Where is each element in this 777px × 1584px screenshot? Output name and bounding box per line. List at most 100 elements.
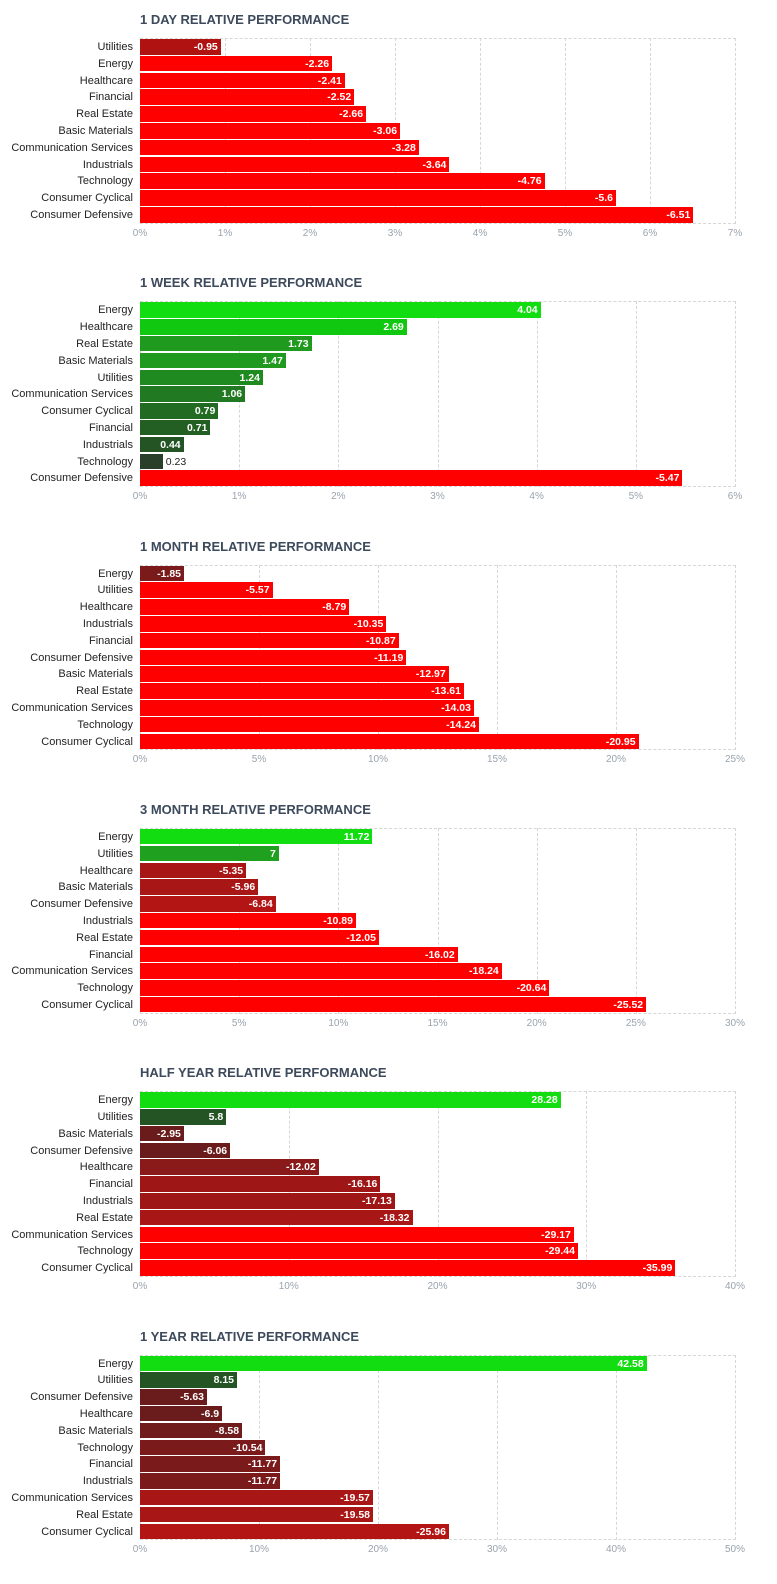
category-label: Healthcare: [79, 1161, 133, 1174]
category-label: Consumer Cyclical: [41, 735, 133, 748]
bar: [140, 190, 616, 206]
category-label: Energy: [98, 1357, 133, 1370]
bar-value-label: 0.23: [165, 455, 187, 468]
bar: [140, 1355, 647, 1371]
x-tick-label: 4%: [472, 227, 488, 239]
bar-value-label: 0.44: [160, 438, 181, 451]
category-label: Consumer Cyclical: [41, 1525, 133, 1538]
bar: [140, 1226, 574, 1243]
bar-value-label: -1.85: [157, 567, 182, 580]
x-tick-label: 20%: [526, 1017, 547, 1029]
bar-value-label: 0.79: [194, 405, 216, 418]
category-label: Utilities: [97, 584, 133, 597]
gridline: [378, 1354, 379, 1541]
category-label: Technology: [77, 1245, 133, 1258]
bar-value-label: -2.95: [156, 1127, 181, 1140]
bar-value-label: -35.99: [642, 1262, 673, 1275]
bar: [140, 319, 407, 335]
x-tick-label: 6%: [642, 227, 658, 239]
category-label: Industrials: [82, 438, 133, 451]
x-tick-label: 40%: [605, 1544, 627, 1556]
gridline: [497, 564, 498, 751]
x-tick-label: 25%: [724, 754, 746, 766]
bar: [140, 335, 312, 352]
bar: [140, 39, 221, 55]
x-tick-label: 20%: [605, 754, 627, 766]
bar: [140, 896, 276, 912]
gridline: [480, 38, 481, 224]
bar: [140, 1142, 231, 1159]
category-label: Real Estate: [76, 337, 133, 350]
x-tick-label: 10%: [328, 1017, 349, 1029]
category-label: Industrials: [82, 1195, 133, 1207]
category-label: Basic Materials: [58, 668, 133, 681]
bar-value-label: 8.15: [213, 1374, 234, 1387]
category-label: Healthcare: [79, 321, 133, 334]
bar-value-label: -25.96: [416, 1525, 446, 1538]
bar-value-label: -6.9: [201, 1407, 220, 1420]
gridline: [536, 827, 538, 1014]
x-tick-label: 3%: [387, 227, 403, 239]
chart-title: 1 YEAR RELATIVE PERFORMANCE: [140, 1328, 360, 1344]
bar: [140, 1372, 237, 1388]
bar: [140, 582, 273, 598]
category-label: Utilities: [97, 1374, 133, 1387]
bar-value-label: 5.8: [208, 1111, 224, 1123]
category-label: Basic Materials: [58, 354, 133, 367]
bar-value-label: -4.76: [517, 175, 542, 188]
gridline: [437, 301, 439, 488]
category-label: Consumer Defensive: [30, 898, 133, 911]
gridline: [650, 38, 651, 224]
bar-value-label: -20.95: [605, 735, 636, 748]
bar-value-label: -17.13: [362, 1195, 392, 1207]
category-label: Financial: [88, 1458, 133, 1471]
bar: [140, 1422, 243, 1439]
bar-value-label: -2.26: [305, 57, 330, 70]
x-tick-label: 0%: [132, 1017, 148, 1029]
bar-value-label: -14.03: [441, 702, 471, 714]
bar: [140, 1405, 223, 1422]
bar-value-label: -29.44: [545, 1245, 575, 1258]
category-label: Industrials: [82, 618, 133, 630]
category-label: Consumer Defensive: [30, 209, 133, 221]
x-tick-label: 0%: [132, 491, 148, 503]
category-label: Basic Materials: [58, 881, 133, 894]
bar: [140, 666, 449, 682]
bar-value-label: -10.35: [353, 618, 384, 630]
bar: [140, 996, 647, 1013]
x-tick-label: 50%: [724, 1544, 746, 1556]
bar: [140, 980, 550, 996]
bar: [140, 55, 333, 72]
bar: [140, 1243, 578, 1259]
bar: [140, 929, 379, 946]
category-label: Technology: [77, 718, 133, 731]
bar: [140, 1125, 184, 1142]
category-label: Real Estate: [76, 108, 133, 121]
bar-value-label: -20.64: [516, 982, 547, 995]
bar-value-label: -19.58: [340, 1508, 371, 1521]
bar: [140, 386, 246, 402]
bar: [140, 963, 502, 979]
category-label: Financial: [88, 948, 133, 961]
x-tick-label: 15%: [486, 754, 508, 766]
gridline: [437, 827, 439, 1014]
bar: [140, 649, 407, 666]
bar: [140, 1193, 395, 1209]
bar: [140, 616, 387, 632]
bar-value-label: -5.35: [219, 864, 244, 877]
category-label: Energy: [98, 830, 133, 843]
gridline: [338, 301, 340, 488]
category-label: Technology: [77, 982, 133, 995]
bar: [140, 139, 419, 156]
category-label: Utilities: [97, 1111, 133, 1123]
gridline: [635, 301, 637, 488]
x-tick-label: 40%: [724, 1281, 746, 1292]
category-label: Consumer Cyclical: [41, 998, 133, 1011]
category-label: Technology: [77, 1441, 133, 1454]
bar-value-label: -18.32: [379, 1211, 410, 1224]
x-tick-label: 30%: [724, 1017, 746, 1029]
gridline: [616, 564, 617, 751]
gridline: [497, 1354, 498, 1541]
bar-value-label: -5.63: [180, 1391, 204, 1404]
bar-value-label: -5.6: [594, 192, 613, 205]
